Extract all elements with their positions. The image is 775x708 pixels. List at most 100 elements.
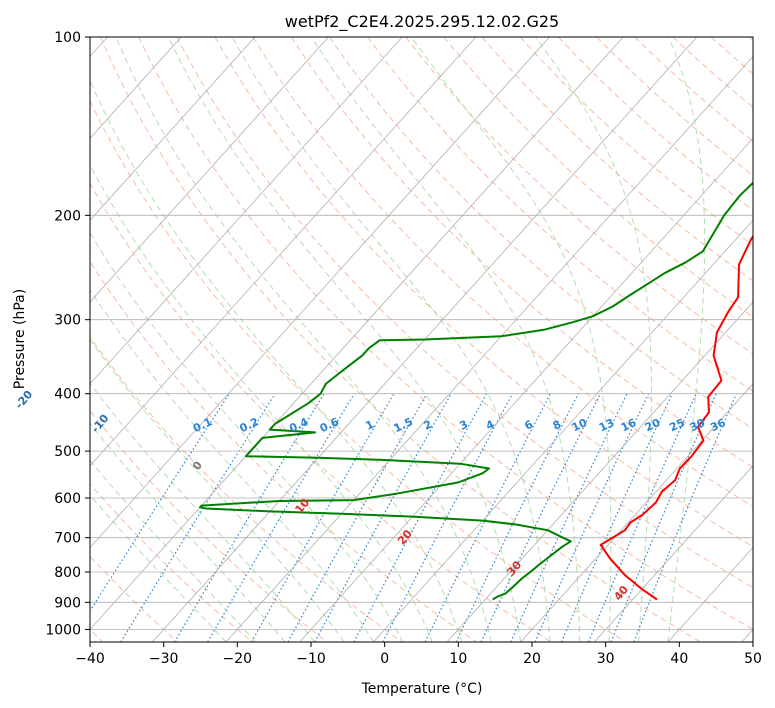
mixing-ratio-label: 10 [570, 416, 590, 434]
moist-adiabat [90, 288, 374, 642]
y-tick-label: 100 [54, 30, 81, 46]
moist-adiabat [115, 37, 492, 642]
moist-adiabat [167, 37, 522, 642]
y-tick-label: 1000 [45, 622, 81, 638]
moist-adiabat [90, 382, 315, 642]
dry-adiabat [252, 37, 753, 508]
y-tick-label: 800 [54, 565, 81, 581]
mixing-ratio-line [314, 393, 452, 642]
mixing-ratio-label: 1.5 [392, 415, 415, 435]
profile-lines [199, 181, 753, 601]
dry-adiabat [672, 37, 753, 108]
mixing-ratio-label: 0.6 [318, 415, 341, 435]
mixing-ratio-label: 0.2 [238, 415, 261, 435]
x-tick-label: −10 [296, 651, 326, 667]
isotherm [90, 37, 256, 221]
y-tick-label: 700 [54, 531, 81, 547]
dry-adiabat-label: 20 [395, 527, 415, 547]
y-tick-label: 500 [54, 444, 81, 460]
moist-adiabat [90, 459, 256, 642]
moist-adiabat [667, 37, 706, 642]
y-tick-label: 400 [54, 387, 81, 403]
dry-adiabat [634, 37, 753, 142]
dry-adiabat [290, 37, 753, 469]
y-tick-label: 300 [54, 313, 81, 329]
mixing-ratio-line [610, 393, 717, 642]
mixing-ratio-line [480, 393, 601, 642]
isotherm [90, 37, 329, 303]
dry-adiabat-label: -10 [89, 412, 112, 436]
moist-adiabat [410, 37, 612, 642]
x-tick-label: 30 [597, 651, 615, 667]
isotherm [741, 628, 753, 642]
mixing-ratio-label: 1 [364, 418, 376, 433]
y-axis: 100 200 300 400 500 600 700 800 900 1000 [45, 30, 90, 638]
mixing-ratio-label: 30 [688, 416, 708, 434]
x-axis-label: Temperature (°C) [361, 681, 483, 697]
moist-adiabat [534, 37, 652, 642]
dry-adiabat [329, 37, 753, 430]
mixing-ratio-line [207, 393, 355, 642]
x-tick-label: −20 [223, 651, 253, 667]
moist-adiabat [311, 37, 581, 642]
isotherm [90, 37, 624, 631]
mixing-ratio-label: 25 [667, 416, 686, 434]
moist-adiabat [90, 338, 345, 642]
dry-adiabat [90, 182, 552, 642]
dry-adiabat [100, 37, 701, 642]
dry-adiabat [519, 37, 753, 246]
isotherm [225, 55, 753, 642]
x-tick-label: 0 [380, 651, 389, 667]
moist-adiabat [90, 494, 227, 642]
isotherm [446, 301, 753, 642]
y-tick-label: 900 [54, 595, 81, 611]
dewpoint-profile-line [199, 181, 753, 601]
chart-title: wetPf2_C2E4.2025.295.12.02.G25 [285, 12, 559, 32]
dry-adiabat [710, 37, 753, 75]
mixing-ratio-label: 8 [551, 418, 563, 433]
dry-adiabat [214, 37, 753, 548]
mixing-ratio-line [560, 393, 673, 642]
isotherm [90, 37, 477, 467]
isotherm [594, 465, 753, 642]
moist-adiabat [231, 37, 551, 642]
isotherm [90, 37, 550, 549]
isotherm [90, 37, 403, 385]
mixing-ratio-line [287, 393, 428, 642]
dry-adiabat [443, 37, 753, 318]
mixing-ratio-label: 6 [523, 418, 536, 433]
mixing-ratio-line [633, 393, 737, 642]
mixing-ratio-line [588, 393, 697, 642]
mixing-ratio-line [120, 393, 276, 642]
x-tick-label: 20 [523, 651, 541, 667]
mixing-ratio-line [90, 393, 230, 613]
mixing-ratio-label: 36 [708, 416, 728, 434]
x-tick-label: −30 [149, 651, 179, 667]
y-tick-label: 600 [54, 491, 81, 507]
mixing-ratio-label: 0.1 [191, 415, 214, 435]
inline-labels: 0.10.20.40.611.52346810131620253036-100-… [13, 388, 728, 604]
mixing-ratio-line [534, 393, 650, 642]
x-axis: −40 −30 −20 −10 0 10 20 30 40 50 [75, 642, 762, 667]
dry-adiabat-label: 30 [505, 558, 525, 578]
plot-frame [89, 36, 754, 643]
mixing-ratio-label: 13 [597, 416, 616, 434]
dry-adiabat [367, 37, 753, 392]
moist-adiabat [90, 79, 463, 642]
y-axis-label: Pressure (hPa) [12, 289, 28, 389]
x-tick-label: −40 [75, 651, 105, 667]
dry-adiabat-label: 0 [190, 458, 205, 472]
isotherm [520, 383, 753, 642]
dry-adiabat [138, 37, 753, 631]
x-tick-label: 40 [670, 651, 688, 667]
x-tick-label: 50 [744, 651, 762, 667]
dry-adiabat [405, 37, 753, 355]
x-tick-label: 10 [449, 651, 467, 667]
isotherm [299, 137, 753, 642]
isotherm [667, 546, 753, 642]
mixing-ratio-line [510, 393, 628, 642]
dry-adiabat [90, 336, 402, 642]
isotherm [373, 219, 753, 642]
dry-adiabat [90, 410, 328, 642]
